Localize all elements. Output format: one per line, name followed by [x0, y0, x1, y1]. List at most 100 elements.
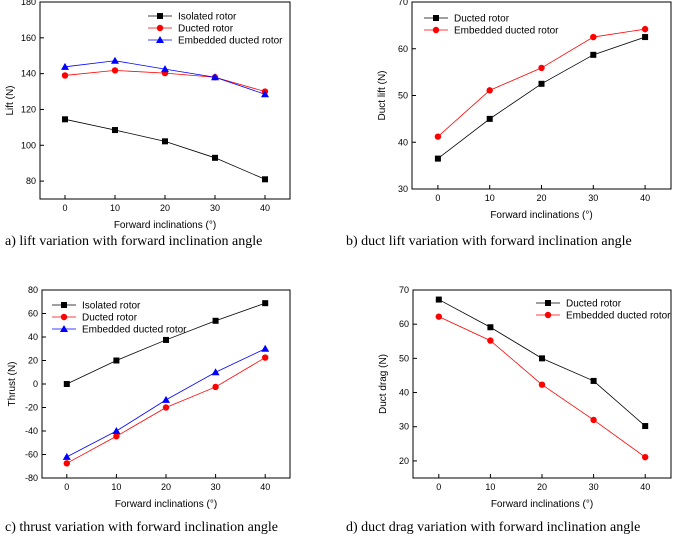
data-point [212, 383, 219, 391]
y-tick-label: 80 [28, 285, 38, 295]
data-point [262, 300, 269, 307]
data-point [112, 427, 121, 434]
y-tick-label: 180 [21, 0, 36, 7]
data-point [262, 176, 268, 183]
legend-marker [156, 24, 164, 32]
legend-marker [60, 325, 68, 332]
caption-a: a) lift variation with forward inclinati… [5, 234, 263, 249]
data-point [262, 354, 269, 361]
y-axis-label: Thrust (N) [7, 362, 18, 407]
legend-label: Ducted rotor [454, 14, 510, 25]
x-tick-label: 20 [536, 193, 546, 203]
y-tick-label: 50 [398, 91, 408, 101]
data-point [486, 87, 493, 94]
data-point [539, 355, 545, 362]
chart-panel-b: 0 10 20 30 40 30 40 50 60 70 Forward inclinations … [340, 0, 680, 225]
y-axis-label: Duct drag (N) [378, 354, 389, 414]
y-tick-label: 120 [21, 104, 36, 114]
legend-marker [156, 36, 164, 43]
data-point [212, 154, 218, 161]
data-point [112, 127, 118, 134]
x-tick-label: 20 [537, 482, 547, 492]
legend-marker [433, 15, 439, 21]
y-tick-label: 20 [399, 456, 409, 466]
data-point [211, 73, 219, 81]
y-tick-label: 30 [399, 422, 409, 432]
legend-label: Ducted rotor [178, 24, 234, 35]
caption-d: d) duct drag variation with forward incl… [346, 520, 641, 535]
data-point [434, 133, 442, 140]
chart-b: 0 10 20 30 40 30 40 50 60 70 Forward inclinations … [377, 0, 672, 221]
data-point [590, 51, 597, 58]
legend-label: Isolated rotor [82, 301, 141, 312]
series-line [64, 118, 266, 180]
legend-label: Embedded ducted rotor [178, 36, 283, 47]
legend-marker [432, 26, 440, 34]
x-tick-label: 40 [260, 203, 270, 213]
chart-c: 0 10 20 30 40 -80 -60 -40 -20 0 20 40 60 80 Forward in… [7, 285, 291, 510]
data-point [161, 65, 169, 73]
y-axis-label: Lift (N) [5, 86, 16, 116]
x-axis-label: Forward inclinations (°) [115, 499, 217, 510]
data-point [261, 344, 270, 352]
y-tick-label: 40 [28, 332, 38, 342]
y-tick-label: 160 [21, 33, 36, 43]
y-axis-label: Duct lift (N) [377, 71, 388, 121]
y-tick-label: 50 [399, 353, 409, 363]
data-point [590, 33, 597, 41]
y-tick-label: 60 [398, 44, 408, 54]
data-point [62, 452, 71, 460]
x-tick-label: 30 [211, 482, 221, 492]
y-tick-label: 20 [28, 356, 38, 366]
y-tick-label: 70 [399, 285, 409, 295]
x-tick-label: 0 [64, 482, 69, 492]
x-tick-label: 10 [485, 193, 495, 203]
data-point [162, 138, 168, 145]
x-tick-label: 0 [435, 193, 440, 203]
data-point [211, 368, 220, 376]
y-tick-label: -20 [25, 403, 38, 413]
y-tick-label: -60 [25, 450, 38, 460]
chart-panel-a: 0 10 20 30 40 80 100 120 140 160 180 Forward inclin… [0, 0, 300, 231]
x-tick-label: 20 [161, 482, 171, 492]
x-tick-label: 20 [160, 203, 170, 213]
data-point [261, 90, 269, 98]
legend-marker [61, 302, 67, 308]
legend-marker [545, 300, 551, 306]
chart-panel-d: 0 10 20 30 40 20 30 40 50 60 70 Forward inclination… [340, 283, 680, 510]
data-point [538, 80, 545, 87]
data-point [111, 67, 119, 74]
data-point [487, 337, 494, 344]
data-point [590, 416, 597, 424]
legend-label: Embedded ducted rotor [82, 325, 187, 336]
plot-frame [41, 289, 291, 479]
legend-label: Embedded ducted rotor [566, 311, 671, 322]
series-line [437, 36, 646, 159]
y-tick-label: -40 [25, 426, 38, 436]
x-tick-label: 30 [589, 482, 599, 492]
y-tick-label: 100 [21, 140, 36, 150]
x-axis-label: Forward inclinations (°) [491, 499, 593, 510]
plot-frame [39, 1, 291, 200]
data-point [113, 357, 120, 364]
data-point [487, 324, 494, 331]
x-tick-label: 40 [640, 482, 650, 492]
data-point [162, 404, 170, 411]
caption-c: c) thrust variation with forward inclina… [5, 520, 278, 535]
x-tick-label: 10 [111, 482, 121, 492]
data-point [486, 115, 493, 122]
x-tick-label: 30 [210, 203, 220, 213]
data-point [590, 377, 597, 384]
y-tick-label: 140 [21, 69, 36, 79]
data-point [111, 56, 119, 64]
x-tick-label: 10 [110, 203, 120, 213]
y-tick-label: 30 [398, 184, 408, 194]
y-tick-label: 80 [26, 176, 36, 186]
data-point [642, 34, 649, 41]
x-tick-label: 40 [640, 193, 650, 203]
data-point [641, 25, 649, 33]
chart-d: 0 10 20 30 40 20 30 40 50 60 70 Forward inclination… [378, 285, 672, 510]
legend-label: Embedded ducted rotor [454, 26, 559, 37]
x-tick-label: 30 [588, 193, 598, 203]
data-point [163, 336, 169, 343]
